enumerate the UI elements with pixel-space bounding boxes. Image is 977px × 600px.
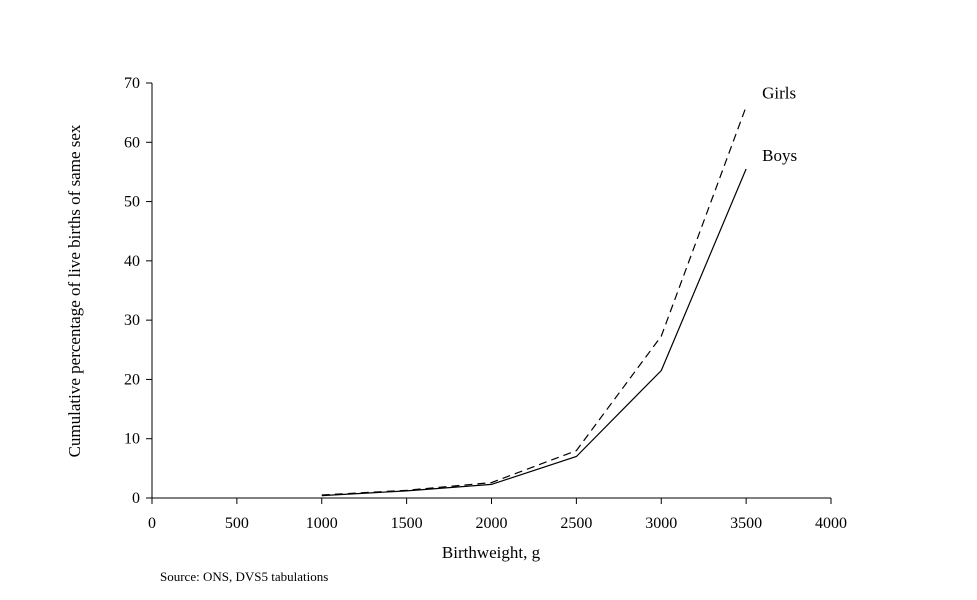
y-tick-label: 10: [124, 431, 140, 448]
series-line-girls: [321, 106, 747, 496]
y-tick-label: 60: [124, 134, 140, 151]
y-tick-label: 70: [124, 75, 140, 92]
series-lines: [321, 106, 747, 497]
y-axis: 0 10 20 30 40 50 60 70: [124, 75, 153, 507]
series-label-girls: Girls: [762, 84, 796, 103]
x-tick-label: 1500: [391, 515, 423, 532]
y-tick-label: 0: [132, 490, 140, 507]
x-tick-label: 500: [225, 515, 249, 532]
x-tick-label: 4000: [815, 515, 847, 532]
x-axis-title: Birthweight, g: [442, 543, 541, 562]
x-tick-label: 0: [148, 515, 156, 532]
series-label-boys: Boys: [762, 146, 797, 165]
x-tick-label: 3500: [730, 515, 762, 532]
x-axis: 0 500 1000 1500 2000 2500 3000 3500 4000: [148, 497, 847, 532]
y-tick-label: 30: [124, 312, 140, 329]
source-note: Source: ONS, DVS5 tabulations: [160, 569, 328, 584]
y-axis-title: Cumulative percentage of live births of …: [65, 124, 84, 457]
x-tick-label: 2000: [476, 515, 508, 532]
x-tick-label: 3000: [645, 515, 677, 532]
y-tick-label: 50: [124, 194, 140, 211]
series-line-boys: [321, 168, 747, 497]
series-labels: Girls Boys: [762, 84, 797, 165]
x-tick-label: 2500: [560, 515, 592, 532]
y-tick-label: 20: [124, 371, 140, 388]
y-tick-label: 40: [124, 253, 140, 270]
x-tick-label: 1000: [306, 515, 338, 532]
